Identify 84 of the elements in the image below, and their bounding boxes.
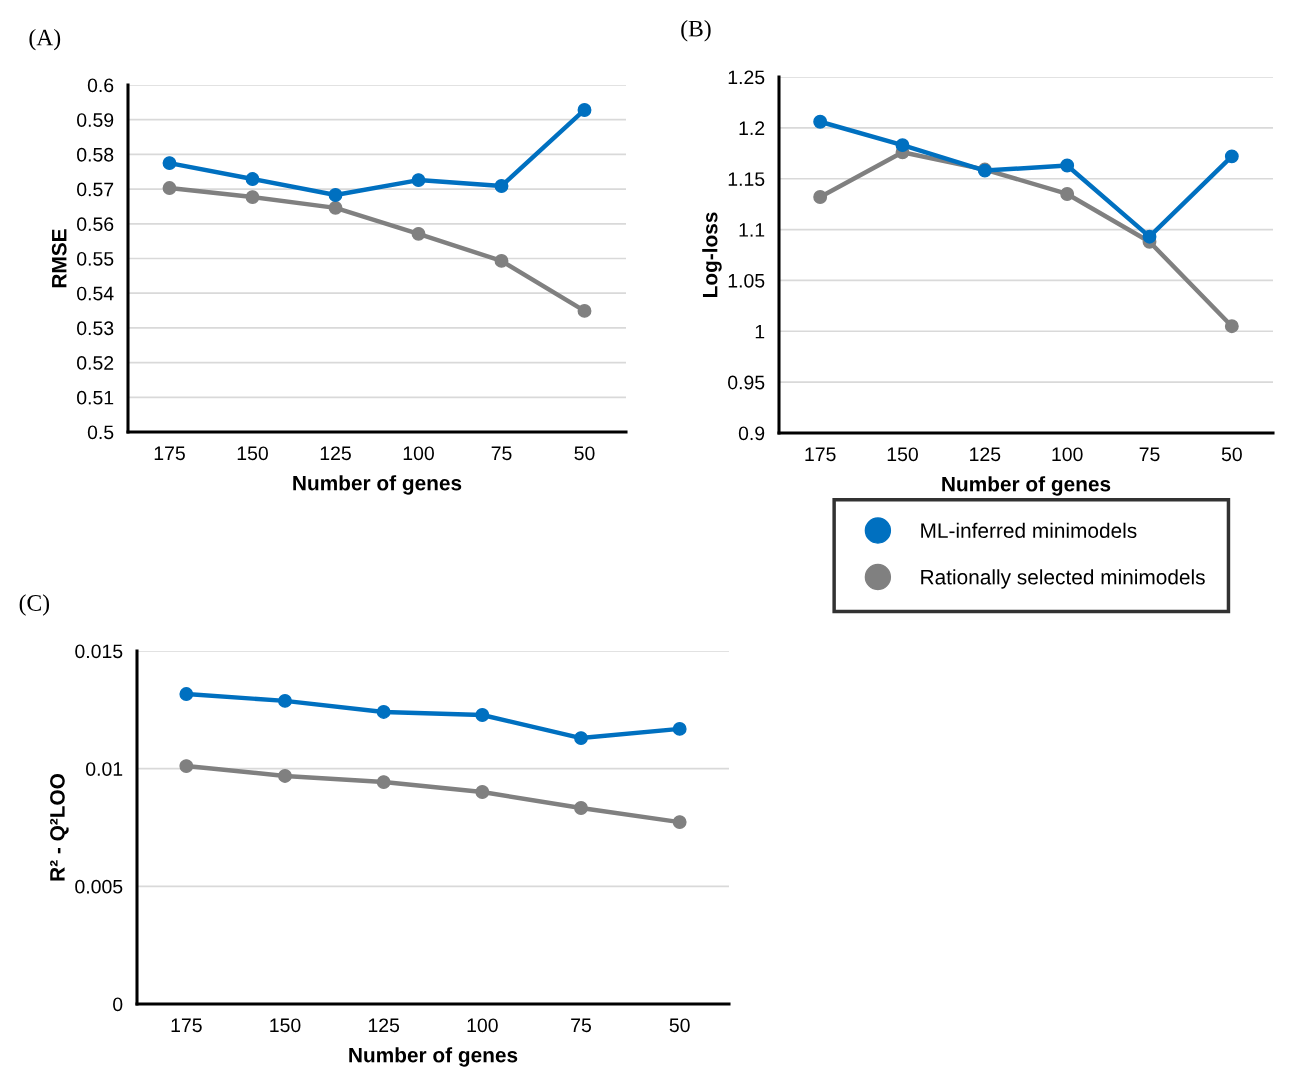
x-tick-label: 125 <box>320 446 351 461</box>
point <box>672 815 687 830</box>
y-tick-label: 0.59 <box>77 113 114 127</box>
y-tick-label: 0.54 <box>77 286 114 301</box>
point <box>179 759 194 774</box>
y-tick-label: 0.5 <box>87 425 114 440</box>
y-tick-label: 0.9 <box>738 426 765 441</box>
y-tick-label: 1.2 <box>739 121 765 135</box>
point <box>494 253 509 268</box>
x-tick-label: 175 <box>154 446 185 461</box>
legend-label: ML-inferred minimodels <box>921 522 1137 539</box>
x-tick-label: 100 <box>403 446 434 461</box>
x-tick-label: 100 <box>1052 447 1083 462</box>
y-tick-label: 1.05 <box>728 273 765 288</box>
y-tick-label: 0.52 <box>77 356 114 370</box>
point <box>1060 187 1075 201</box>
point <box>672 721 687 736</box>
point <box>813 114 828 129</box>
y-tick-label: 0.005 <box>75 879 123 894</box>
point <box>1142 229 1157 244</box>
point <box>1224 319 1239 334</box>
point <box>328 188 343 202</box>
point <box>162 181 177 196</box>
x-tick-label: 75 <box>571 1018 591 1033</box>
point <box>574 801 588 815</box>
point <box>376 775 391 790</box>
y-tick-label: 0.95 <box>728 375 765 390</box>
y-tick-label: 0.53 <box>77 321 114 336</box>
x-tick-label: 50 <box>669 1018 690 1033</box>
point <box>494 179 509 193</box>
point <box>895 138 910 153</box>
x-tick-label: 150 <box>887 447 918 462</box>
point <box>162 156 177 171</box>
point <box>179 687 194 702</box>
x-tick-label: 150 <box>237 446 268 461</box>
y-tick-label: 1.15 <box>728 172 765 186</box>
y-tick-label: 1.1 <box>739 223 765 237</box>
x-tick-label: 125 <box>368 1018 400 1033</box>
point <box>813 190 828 204</box>
point <box>245 190 260 205</box>
y-tick-label: 1 <box>755 324 765 339</box>
point <box>245 172 260 186</box>
chart-title: (B) <box>681 19 711 42</box>
point <box>1224 149 1239 164</box>
point <box>328 200 343 215</box>
x-tick-label: 175 <box>805 447 836 462</box>
y-tick-label: 0.55 <box>77 251 114 266</box>
y-axis-title: R² - Q²LOO <box>50 773 69 881</box>
chart-title: (A) <box>29 28 61 51</box>
y-tick-label: 0.58 <box>77 147 114 162</box>
point <box>475 708 490 722</box>
y-tick-label: 0 <box>113 997 123 1012</box>
x-tick-label: 150 <box>270 1018 301 1033</box>
chart-title: (C) <box>19 594 50 616</box>
point <box>577 103 592 117</box>
point <box>411 226 426 241</box>
x-tick-label: 75 <box>1139 447 1160 462</box>
x-axis-title: Number of genes <box>942 476 1111 496</box>
point <box>278 693 292 708</box>
y-axis-title: Log-loss <box>702 212 722 297</box>
x-tick-label: 75 <box>491 446 512 461</box>
y-tick-label: 0.57 <box>77 182 114 197</box>
legend-label: Rationally selected minimodels <box>921 569 1205 589</box>
point <box>577 303 592 318</box>
point <box>475 785 490 799</box>
x-tick-label: 100 <box>467 1018 498 1033</box>
x-tick-label: 125 <box>970 447 1001 462</box>
point <box>1060 158 1075 173</box>
x-axis-title: Number of genes <box>349 1047 518 1067</box>
y-axis-title: RMSE <box>51 229 67 288</box>
y-tick-label: 0.015 <box>75 644 123 659</box>
y-tick-label: 0.51 <box>77 390 114 405</box>
y-tick-label: 0.56 <box>77 217 114 232</box>
x-tick-label: 175 <box>171 1018 202 1033</box>
x-tick-label: 50 <box>1221 447 1242 462</box>
x-axis-title: Number of genes <box>293 475 462 495</box>
y-tick-label: 1.25 <box>728 70 765 85</box>
y-tick-label: 0.01 <box>86 762 123 776</box>
point <box>411 173 426 188</box>
point <box>278 769 292 783</box>
x-tick-label: 50 <box>574 446 595 461</box>
point <box>574 731 588 746</box>
y-tick-label: 0.6 <box>87 78 114 93</box>
point <box>376 705 391 719</box>
